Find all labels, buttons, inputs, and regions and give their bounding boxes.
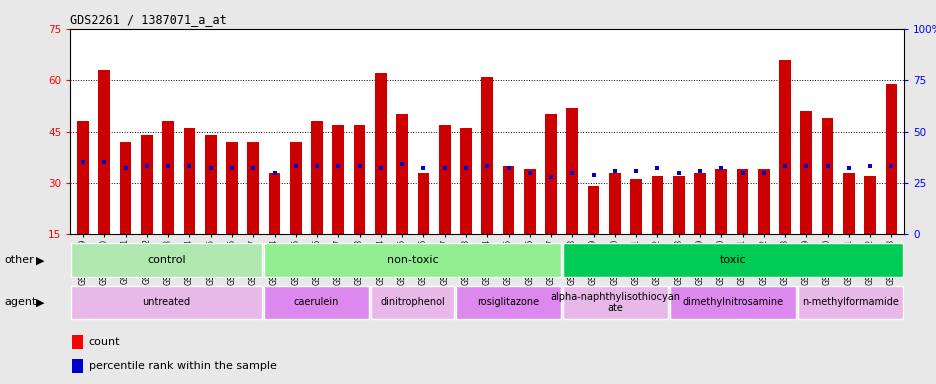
Bar bbox=[264, 286, 368, 319]
Bar bbox=[523, 169, 535, 234]
Bar bbox=[608, 173, 620, 234]
Bar bbox=[842, 173, 854, 234]
Bar bbox=[651, 176, 663, 234]
Text: agent: agent bbox=[5, 297, 37, 308]
Bar bbox=[757, 169, 768, 234]
Bar bbox=[289, 142, 301, 234]
Text: toxic: toxic bbox=[719, 255, 746, 265]
Bar bbox=[456, 286, 561, 319]
Bar bbox=[736, 169, 748, 234]
Text: non-toxic: non-toxic bbox=[387, 255, 438, 265]
Bar bbox=[779, 60, 790, 234]
Text: ▶: ▶ bbox=[36, 297, 44, 308]
Bar bbox=[332, 125, 344, 234]
Bar bbox=[72, 335, 82, 349]
Bar bbox=[460, 128, 472, 234]
Text: control: control bbox=[147, 255, 185, 265]
Text: untreated: untreated bbox=[142, 297, 190, 308]
Bar bbox=[71, 286, 261, 319]
Bar bbox=[672, 176, 684, 234]
Bar bbox=[264, 243, 561, 277]
Text: percentile rank within the sample: percentile rank within the sample bbox=[89, 361, 276, 371]
Text: count: count bbox=[89, 337, 120, 347]
Bar bbox=[563, 286, 667, 319]
Bar bbox=[162, 121, 174, 234]
Bar bbox=[247, 142, 258, 234]
Bar bbox=[885, 84, 897, 234]
Bar bbox=[821, 118, 833, 234]
Bar bbox=[863, 176, 875, 234]
Bar bbox=[354, 125, 365, 234]
Bar bbox=[587, 186, 599, 234]
Bar bbox=[120, 142, 131, 234]
Bar bbox=[694, 173, 705, 234]
Bar bbox=[371, 286, 454, 319]
Bar bbox=[566, 108, 578, 234]
Bar bbox=[669, 286, 796, 319]
Bar bbox=[799, 111, 812, 234]
Bar bbox=[77, 121, 89, 234]
Bar bbox=[797, 286, 902, 319]
Bar bbox=[630, 179, 641, 234]
Bar bbox=[396, 114, 407, 234]
Bar bbox=[269, 173, 280, 234]
Bar bbox=[140, 135, 153, 234]
Text: dinitrophenol: dinitrophenol bbox=[380, 297, 445, 308]
Text: alpha-naphthylisothiocyan
ate: alpha-naphthylisothiocyan ate bbox=[550, 291, 680, 313]
Bar bbox=[183, 128, 195, 234]
Bar bbox=[438, 125, 450, 234]
Bar bbox=[374, 73, 387, 234]
Bar bbox=[545, 114, 556, 234]
Text: ▶: ▶ bbox=[36, 255, 44, 265]
Bar bbox=[715, 169, 726, 234]
Bar bbox=[205, 135, 216, 234]
Bar bbox=[502, 166, 514, 234]
Text: other: other bbox=[5, 255, 35, 265]
Text: n-methylformamide: n-methylformamide bbox=[801, 297, 899, 308]
Text: caerulein: caerulein bbox=[293, 297, 339, 308]
Text: rosiglitazone: rosiglitazone bbox=[477, 297, 539, 308]
Bar bbox=[226, 142, 238, 234]
Bar bbox=[563, 243, 902, 277]
Bar bbox=[98, 70, 110, 234]
Bar bbox=[71, 243, 261, 277]
Bar bbox=[481, 77, 492, 234]
Bar bbox=[311, 121, 323, 234]
Text: GDS2261 / 1387071_a_at: GDS2261 / 1387071_a_at bbox=[70, 13, 227, 26]
Text: dimethylnitrosamine: dimethylnitrosamine bbox=[681, 297, 782, 308]
Bar bbox=[72, 359, 82, 372]
Bar bbox=[417, 173, 429, 234]
